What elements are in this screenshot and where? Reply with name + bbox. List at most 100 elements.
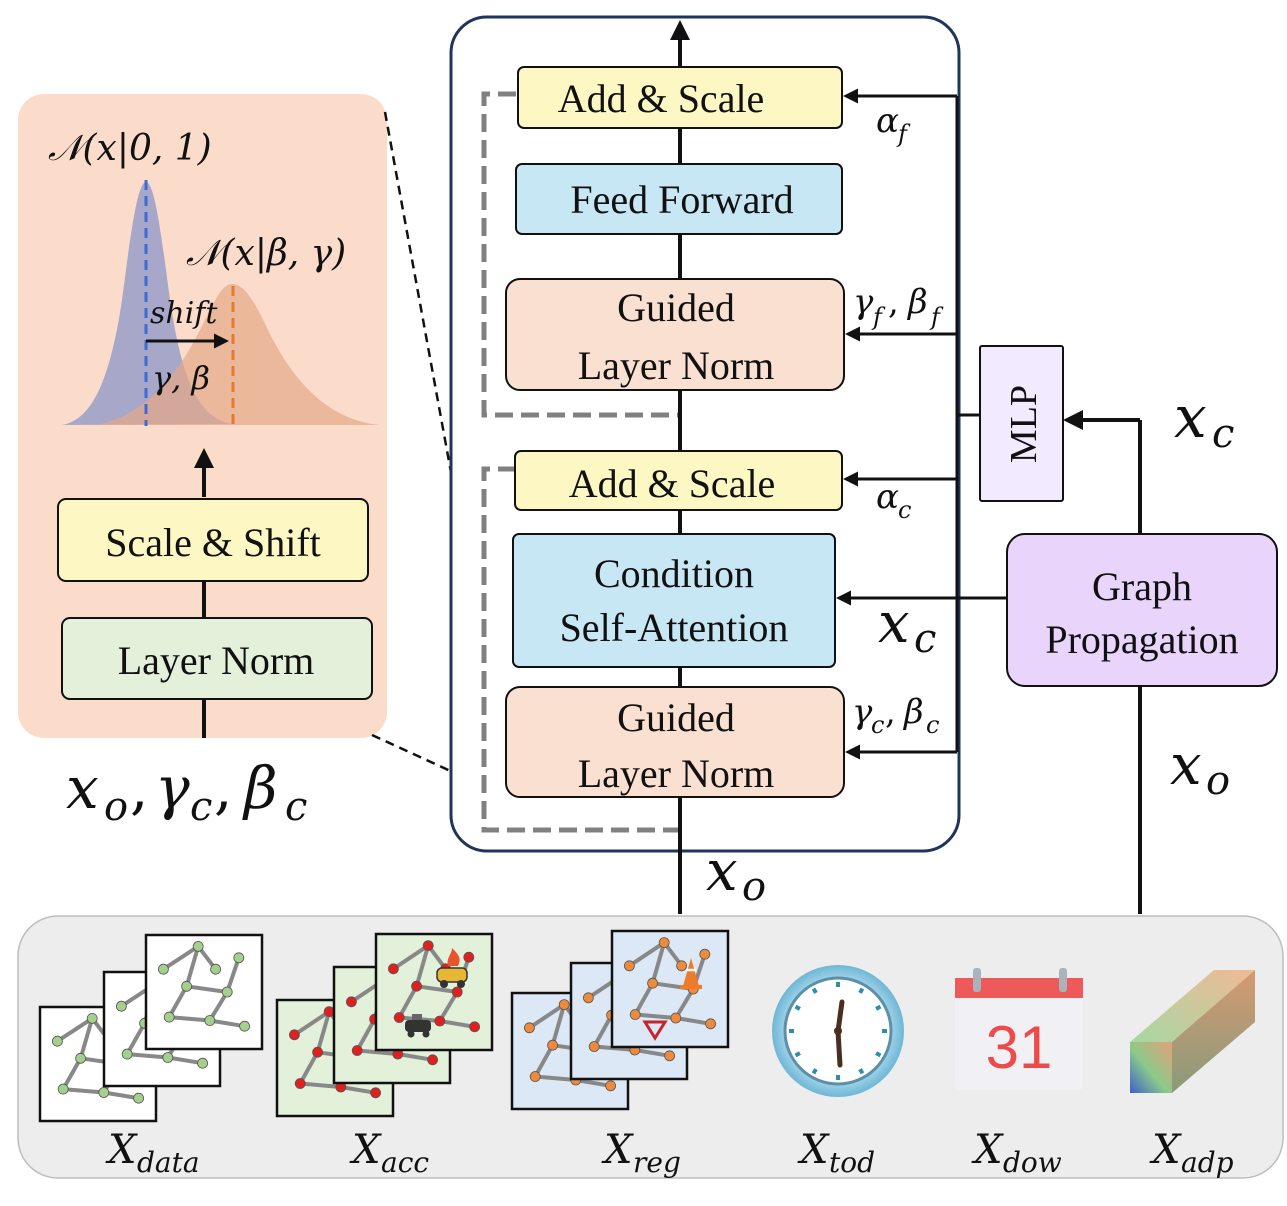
svg-text:Layer Norm: Layer Norm <box>578 751 775 796</box>
gamma-c-beta-c-label: γ c , β c <box>852 692 939 739</box>
layer-norm-box <box>61 617 373 700</box>
graph-card <box>144 933 264 1051</box>
svg-text:c: c <box>1212 411 1234 457</box>
standard-normal-label: 𝒩(x|0, 1) <box>48 128 212 169</box>
svg-text:β: β <box>242 754 278 822</box>
svg-text:Add & Scale: Add & Scale <box>569 461 776 506</box>
feed-forward-block: Feed Forward <box>515 163 843 235</box>
guided-layer-norm-top-block: Guided Layer Norm <box>505 278 845 391</box>
scale-shift-box <box>57 498 369 582</box>
mlp-block: MLP <box>979 345 1064 502</box>
svg-text:x: x <box>878 591 910 656</box>
condition-self-attention-block: Condition Self-Attention <box>512 533 836 668</box>
traffic-data-graph-stack <box>38 933 264 1123</box>
svg-text:c: c <box>871 711 884 739</box>
xc-attention-label: x c <box>878 591 936 662</box>
gamma-beta-label: γ, β <box>152 359 210 397</box>
layer-norm-label: Layer Norm <box>118 638 315 683</box>
graph-card <box>610 929 730 1049</box>
svg-text:x: x <box>1174 383 1207 451</box>
scale-shift-label: Scale & Shift <box>105 520 321 565</box>
calendar-icon: 31 <box>955 968 1083 1090</box>
graph-card <box>374 932 494 1052</box>
svg-text:data: data <box>137 1146 200 1179</box>
svg-text:x: x <box>706 839 738 904</box>
svg-text:X: X <box>349 1127 382 1173</box>
svg-text:Graph: Graph <box>1092 564 1192 609</box>
gamma-f-beta-f-label: γ f , β f <box>853 282 944 331</box>
svg-text:,: , <box>130 754 148 822</box>
svg-text:β: β <box>906 282 928 322</box>
svg-text:c: c <box>914 616 936 662</box>
adaptive-embedding-prism-icon <box>1130 970 1255 1093</box>
yield-sign-icon <box>642 1020 668 1041</box>
svg-text:α: α <box>876 101 899 141</box>
svg-text:adp: adp <box>1181 1146 1234 1179</box>
svg-text:o: o <box>742 864 766 910</box>
svg-text:γ: γ <box>853 282 874 322</box>
svg-text:Condition: Condition <box>594 551 754 596</box>
svg-text:dow: dow <box>1003 1146 1062 1179</box>
guided-layer-norm-detail-panel: 𝒩(x|0, 1) 𝒩(x|β, γ) shift γ, β Scale & S… <box>18 94 387 830</box>
svg-text:MLP: MLP <box>1003 385 1045 463</box>
svg-text:,: , <box>214 754 232 822</box>
car-crash-icon <box>405 1014 431 1038</box>
traffic-cone-icon <box>680 958 702 989</box>
svg-text:x: x <box>1170 733 1202 798</box>
standard-normal-curve <box>62 182 232 425</box>
calendar-day: 31 <box>986 1014 1053 1081</box>
add-scale-top-block: Add & Scale <box>517 66 843 129</box>
svg-text:X: X <box>1149 1127 1182 1173</box>
svg-text:Propagation: Propagation <box>1045 617 1238 662</box>
svg-text:,: , <box>885 692 896 732</box>
svg-text:acc: acc <box>381 1146 429 1179</box>
residual-path-top <box>481 91 680 418</box>
svg-text:o: o <box>104 784 128 830</box>
svg-text:Layer Norm: Layer Norm <box>578 343 775 388</box>
xc-mlp-label: x c <box>1174 383 1234 457</box>
svg-text:β: β <box>902 692 924 732</box>
alpha-c-label: α c <box>876 477 911 524</box>
xo-graph-label: x o <box>1170 733 1230 804</box>
svg-text:Add & Scale: Add & Scale <box>558 76 765 121</box>
svg-text:X: X <box>971 1127 1004 1173</box>
svg-text:reg: reg <box>633 1146 681 1179</box>
svg-text:,: , <box>888 282 899 322</box>
svg-text:X: X <box>797 1127 830 1173</box>
svg-text:Feed Forward: Feed Forward <box>570 177 793 222</box>
svg-text:c: c <box>926 711 939 739</box>
svg-text:o: o <box>1206 758 1230 804</box>
add-scale-mid-block: Add & Scale <box>514 450 843 511</box>
shifted-normal-label: 𝒩(x|β, γ) <box>186 233 346 274</box>
xo-main-label: x o <box>706 839 766 910</box>
svg-text:X: X <box>601 1127 634 1173</box>
svg-text:γ: γ <box>852 692 873 732</box>
svg-text:Guided: Guided <box>617 695 735 740</box>
svg-text:c: c <box>898 496 911 524</box>
residual-path-bottom <box>481 466 680 833</box>
svg-text:Guided: Guided <box>617 285 735 330</box>
svg-text:X: X <box>105 1127 138 1173</box>
svg-text:x: x <box>66 754 99 822</box>
graph-propagation-block: Graph Propagation <box>1006 533 1278 687</box>
svg-text:α: α <box>876 477 899 517</box>
svg-text:γ: γ <box>155 754 190 822</box>
shifted-normal-curve <box>95 284 380 425</box>
car-fire-icon <box>436 948 468 988</box>
svg-text:c: c <box>285 784 307 830</box>
svg-text:Self-Attention: Self-Attention <box>560 605 789 650</box>
guided-layer-norm-bottom-block: Guided Layer Norm <box>505 686 845 798</box>
panel-input-label: x o , γ c , β c <box>66 754 307 830</box>
zoom-line-top <box>383 111 513 801</box>
regulation-graph-stack <box>510 929 730 1111</box>
svg-text:tod: tod <box>829 1146 875 1179</box>
shift-label: shift <box>150 296 218 331</box>
clock-icon <box>772 965 904 1097</box>
